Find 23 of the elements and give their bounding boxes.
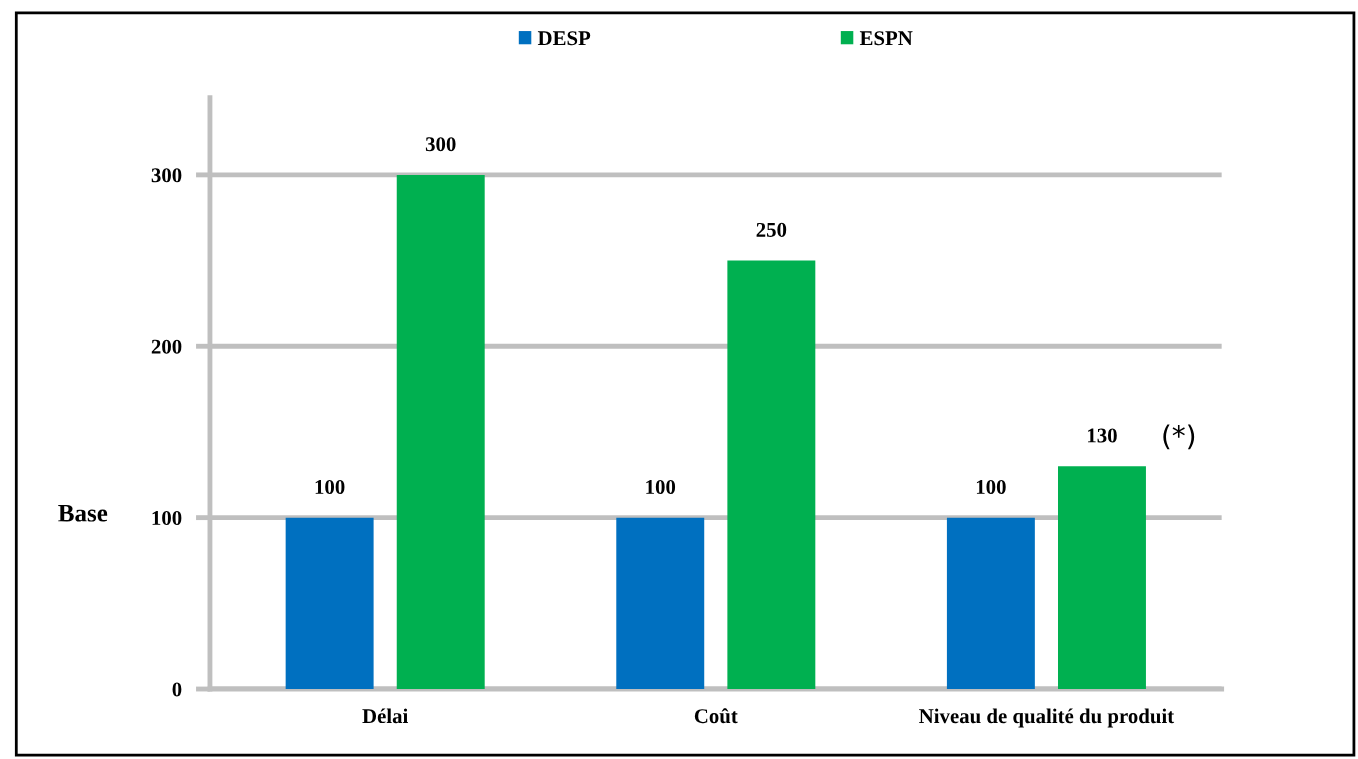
data-label: 100 (976, 479, 1006, 494)
y-tick-label: 300 (151, 168, 182, 183)
bar (727, 260, 816, 690)
y-tick-label: 100 (152, 511, 182, 526)
bar (616, 517, 705, 690)
legend-label: ESPN (859, 31, 913, 46)
x-tick-label: Coût (694, 708, 738, 724)
data-label: 300 (425, 137, 456, 152)
bar (285, 517, 374, 690)
data-label: 100 (646, 479, 676, 494)
bar (1058, 466, 1146, 690)
text: Base (58, 505, 108, 522)
bar (396, 174, 485, 690)
y-tick-label: 0 (172, 682, 182, 697)
bar (946, 517, 1035, 690)
data-label: 100 (315, 479, 345, 494)
data-label: 130 (1088, 428, 1117, 443)
x-tick-label: Niveau de qualité du produit (919, 708, 1175, 728)
annotation: (*) (1163, 424, 1195, 450)
data-label: 250 (756, 222, 787, 237)
legend-label: DESP (537, 31, 591, 46)
y-tick-label: 200 (151, 339, 182, 354)
x-tick-label: Délai (362, 708, 409, 724)
